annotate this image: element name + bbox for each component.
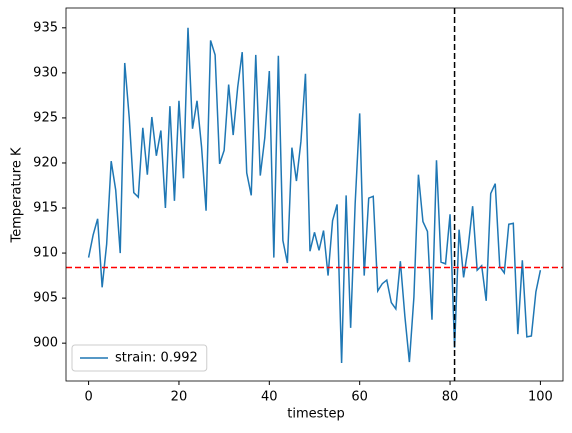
legend [71,344,208,372]
y-axis-label: Temperature K [10,147,25,243]
x-tick-label: 0 [84,390,92,405]
y-tick-label: 935 [33,20,58,35]
x-tick-label: 60 [351,390,368,405]
y-tick-label: 905 [33,291,58,306]
x-tick-label: 40 [261,390,278,405]
x-tick-label: 80 [442,390,459,405]
x-tick-label: 100 [528,390,553,405]
plot-frame [65,7,564,382]
y-tick-label: 925 [33,110,58,125]
y-tick-label: 915 [33,201,58,216]
y-tick-label: 930 [33,65,58,80]
x-axis-label: timestep [287,407,345,422]
legend-label: strain: 0.992 [115,351,198,366]
x-tick-label: 20 [171,390,188,405]
data-line [87,27,542,364]
y-tick-label: 900 [33,336,58,351]
y-tick-label: 910 [33,246,58,261]
y-tick-label: 920 [33,155,58,170]
